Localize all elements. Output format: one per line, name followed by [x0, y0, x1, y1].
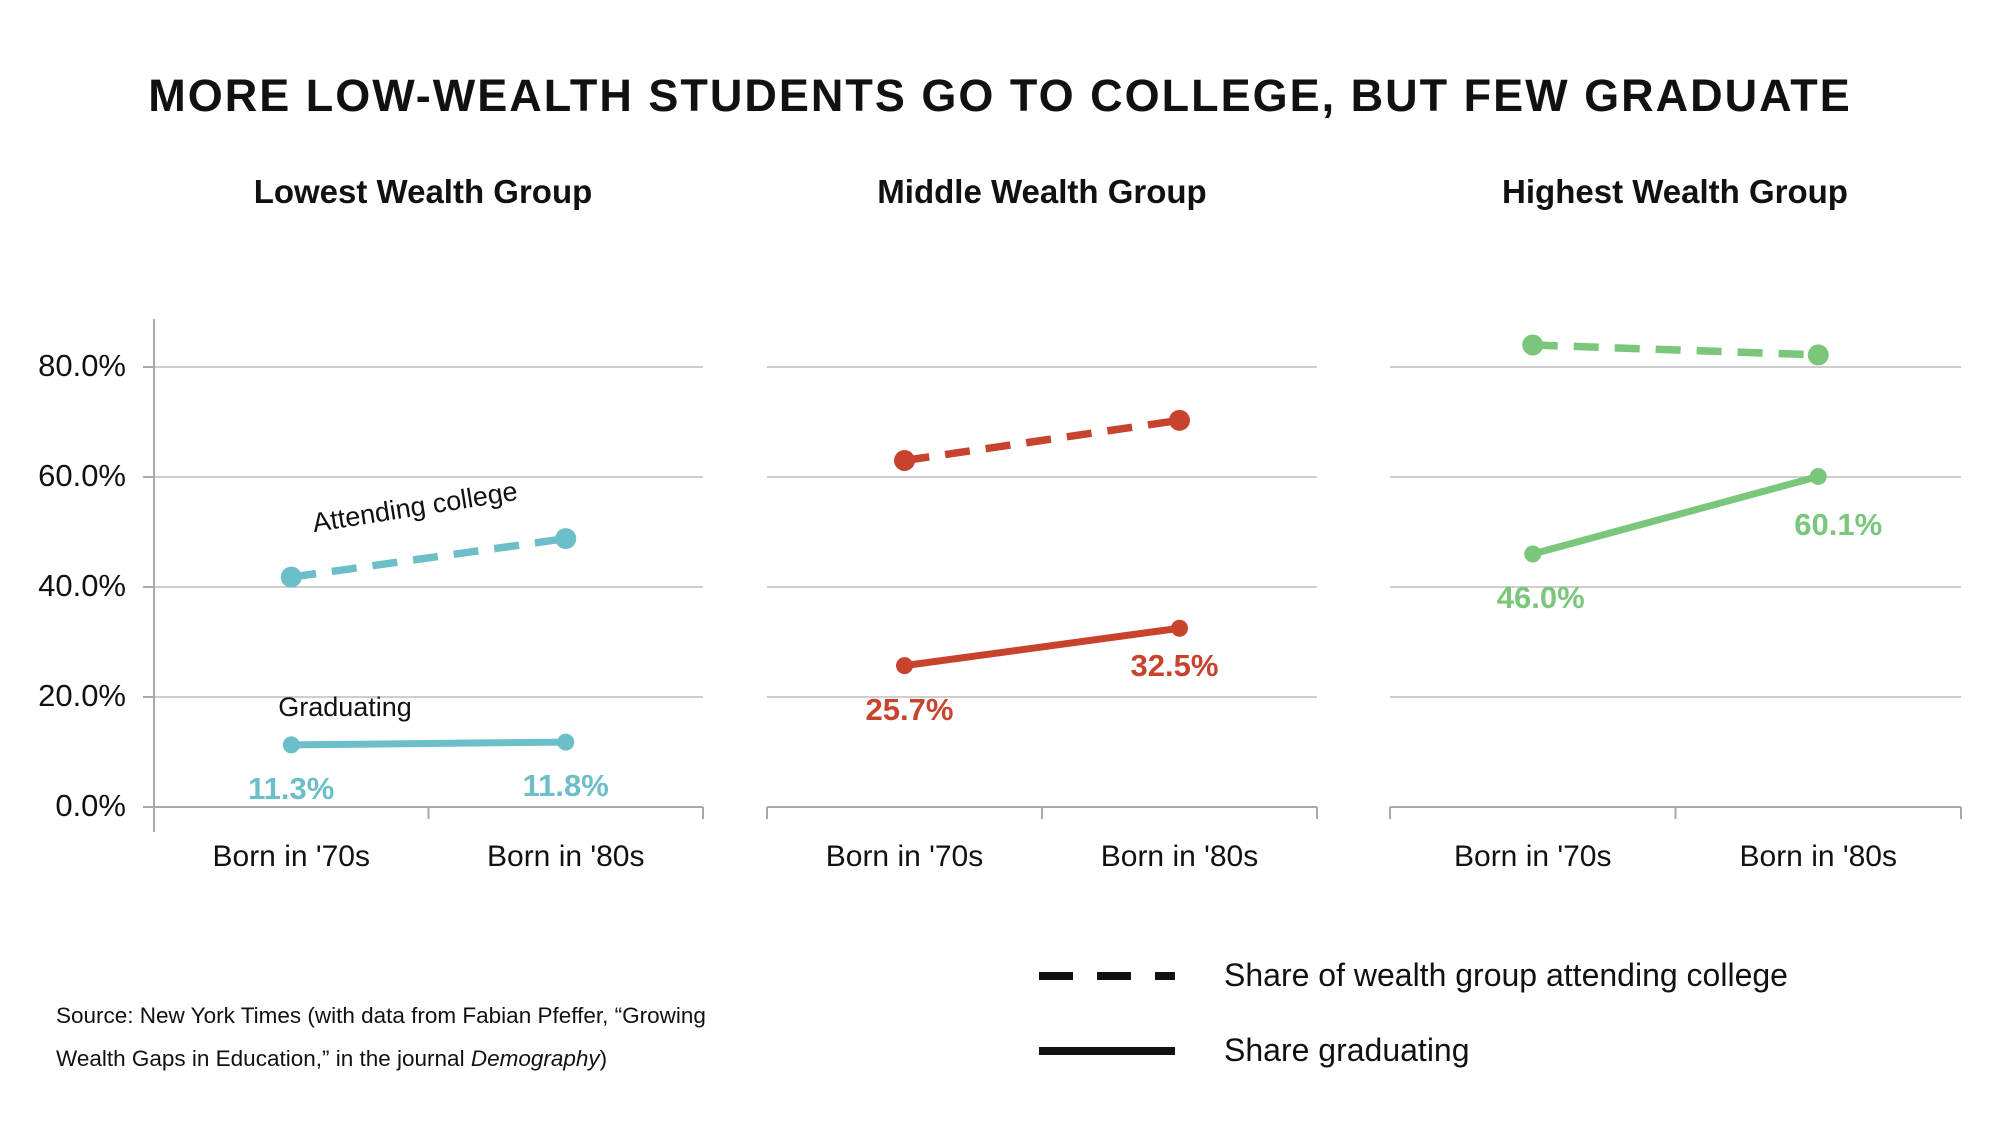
legend-solid-line-icon	[1039, 1046, 1175, 1055]
chart-title: MORE LOW-WEALTH STUDENTS GO TO COLLEGE, …	[148, 70, 1852, 121]
series-line-attending-college	[903, 416, 1181, 465]
source-line-2-close: )	[599, 1046, 608, 1071]
source-line-2-text: Wealth Gaps in Education,” in the journa…	[56, 1046, 471, 1071]
panel-title-highest: Highest Wealth Group	[1502, 173, 1848, 210]
legend-item-graduating: Share graduating	[1037, 1013, 1788, 1088]
legend-label-graduating: Share graduating	[1224, 1032, 1470, 1068]
legend: Share of wealth group attending college …	[1037, 938, 1788, 1088]
data-point-graduating	[557, 733, 575, 751]
source-line-2: Wealth Gaps in Education,” in the journa…	[56, 1037, 706, 1080]
series-line-graduating	[291, 738, 566, 749]
data-point-graduating	[896, 657, 913, 675]
source-journal-name: Demography	[470, 1046, 600, 1071]
panel-title-lowest: Lowest Wealth Group	[253, 173, 593, 210]
source-line-1: Source: New York Times (with data from F…	[56, 1003, 706, 1028]
data-point-attending-college	[1807, 344, 1829, 366]
data-point-attending-college	[555, 528, 577, 550]
series-line-graduating	[1531, 473, 1820, 558]
data-point-graduating	[1809, 467, 1827, 485]
panel-title-middle: Middle Wealth Group	[877, 173, 1207, 210]
legend-label-attending: Share of wealth group attending college	[1224, 957, 1788, 993]
series-line-attending-college	[1532, 341, 1819, 359]
data-point-graduating	[1524, 545, 1542, 563]
series-line-attending-college	[290, 534, 567, 581]
data-point-graduating	[282, 736, 300, 754]
series-line-graduating	[904, 624, 1180, 670]
data-point-attending-college	[894, 450, 915, 471]
data-point-attending-college	[280, 566, 302, 588]
legend-dashed-line-icon	[1039, 971, 1175, 980]
legend-item-attending: Share of wealth group attending college	[1037, 938, 1788, 1013]
data-point-graduating	[1171, 619, 1188, 637]
data-point-attending-college	[1169, 409, 1190, 431]
data-point-attending-college	[1522, 334, 1544, 356]
source-note: Source: New York Times (with data from F…	[56, 994, 706, 1080]
